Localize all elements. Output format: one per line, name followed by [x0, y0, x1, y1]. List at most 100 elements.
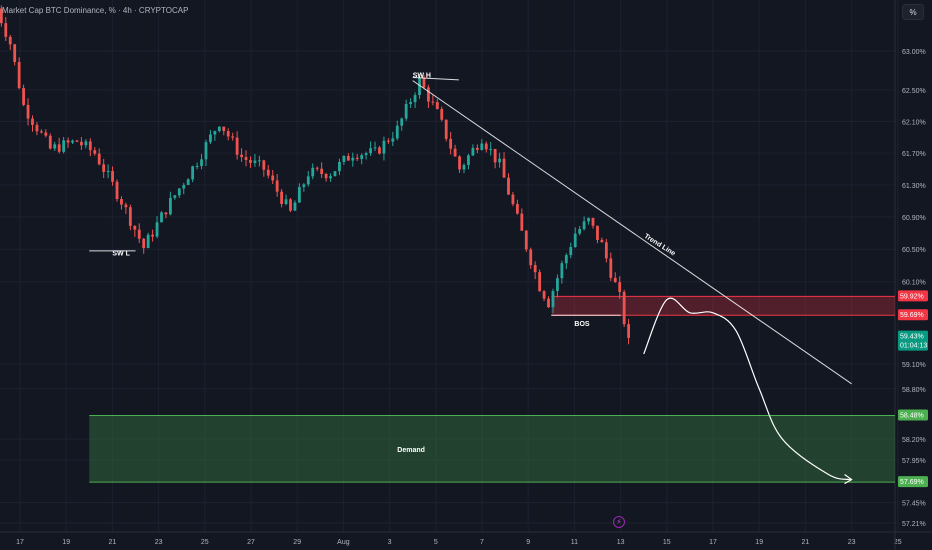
candle-body [106, 170, 110, 172]
candle-body [191, 166, 195, 180]
lightning-icon[interactable]: ⚡ [613, 516, 625, 528]
candle-body [587, 218, 590, 222]
projection-curve [643, 297, 852, 481]
candle-body [137, 229, 141, 239]
candle-body [293, 202, 297, 211]
x-tick-label: Aug [337, 539, 350, 546]
candle-body [373, 147, 377, 149]
candle-body [484, 143, 488, 150]
candle-body [71, 140, 74, 143]
y-tick-label: 62.10% [902, 119, 926, 126]
candle-body [493, 148, 497, 163]
candle-body [480, 143, 484, 150]
candle-body [142, 238, 146, 249]
x-tick-label: 13 [617, 539, 625, 546]
candle-body [182, 184, 186, 189]
candle-body [542, 291, 546, 299]
candle-body [507, 177, 510, 195]
x-tick-label: 7 [480, 539, 484, 546]
candle-body [62, 140, 66, 152]
x-tick-label: 25 [894, 539, 902, 546]
candle-body [48, 135, 52, 149]
candle-body [275, 180, 279, 192]
candle-body [435, 102, 439, 109]
price-label-box [898, 476, 928, 488]
candle-body [520, 213, 524, 231]
countdown-label: 01:04:13 [900, 343, 927, 350]
candle-body [609, 258, 613, 278]
price-label-box [898, 330, 928, 351]
candle-body [44, 132, 48, 136]
candle-body [217, 126, 221, 132]
candle-body [177, 188, 181, 196]
candle-body [582, 221, 586, 230]
percent-scale-button[interactable]: % [902, 4, 924, 20]
candle-body [475, 147, 479, 150]
price-label: 59.69% [898, 309, 928, 321]
candle-body [556, 278, 559, 292]
y-tick-label: 58.20% [902, 437, 926, 444]
candle-body [298, 187, 301, 203]
candle-body [498, 158, 501, 163]
swing-low-label: SW L [112, 251, 130, 258]
candle-body [93, 150, 97, 154]
candle-body [404, 103, 408, 119]
candle-body [391, 138, 395, 142]
candle-body [524, 230, 528, 250]
x-tick-label: 19 [62, 539, 70, 546]
candle-body [355, 157, 359, 160]
y-tick-label: 59.10% [902, 362, 926, 369]
x-tick-label: 17 [709, 539, 717, 546]
candle-body [284, 199, 288, 205]
candle-body [53, 144, 57, 149]
candle-body [75, 140, 79, 142]
x-tick-label: 3 [388, 539, 392, 546]
candle-body [431, 101, 435, 103]
candle-body [440, 108, 444, 120]
candle-body [133, 225, 137, 230]
candle-body [22, 88, 25, 105]
candle-body [39, 131, 43, 133]
candle-body [618, 282, 622, 292]
candle-body [538, 272, 542, 292]
candle-body [560, 263, 564, 279]
candle-body [195, 166, 199, 168]
candle-body [257, 160, 261, 162]
candle-body [427, 87, 430, 102]
candle-body [17, 62, 21, 89]
candle-body [97, 153, 101, 165]
candle-body [324, 174, 328, 179]
candle-body [604, 242, 608, 259]
candle-body [88, 141, 92, 151]
candles [0, 5, 630, 345]
candle-body [502, 158, 506, 178]
price-label: 59.43% 01:04:13 [898, 330, 928, 351]
candle-body [453, 148, 457, 157]
candle-body [346, 155, 350, 161]
price-label-text: 58.48% [900, 413, 924, 420]
candle-body [400, 118, 404, 126]
candle-body [338, 161, 341, 172]
price-label-text: 57.69% [900, 479, 924, 486]
candle-body [302, 184, 306, 188]
y-tick-label: 61.30% [902, 183, 926, 190]
candle-body [115, 181, 119, 200]
candle-body [31, 118, 34, 125]
candle-body [146, 234, 150, 249]
y-tick-label: 61.70% [902, 151, 926, 158]
bos-label: BOS [574, 321, 590, 328]
candle-body [547, 298, 550, 308]
candle-body [369, 148, 372, 154]
candle-body [155, 222, 159, 237]
candle-body [569, 247, 573, 256]
candle-body [102, 164, 106, 172]
candle-body [573, 233, 577, 248]
candle-body [266, 169, 270, 176]
candle-body [249, 159, 252, 163]
candle-body [8, 36, 12, 45]
candle-body [627, 324, 630, 338]
candle-body [333, 171, 337, 177]
candle-body [311, 167, 315, 177]
candle-body [57, 144, 61, 152]
